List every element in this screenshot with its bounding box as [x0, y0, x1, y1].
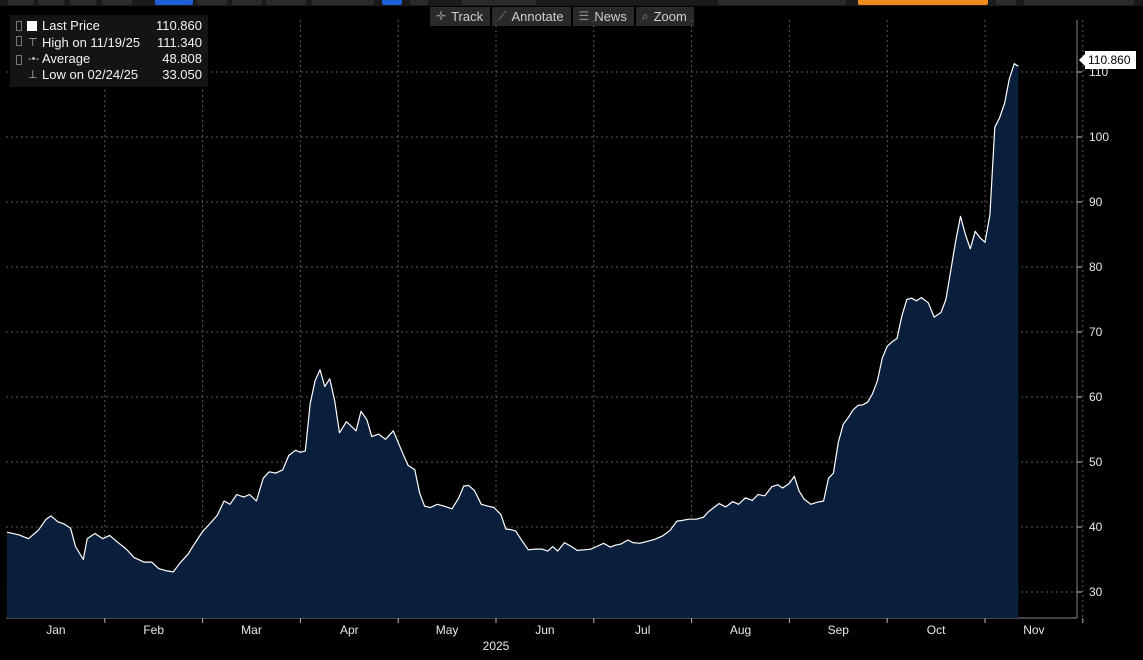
range-button-active[interactable] — [155, 0, 193, 5]
range-button[interactable] — [232, 0, 262, 5]
news-icon: ☰ — [578, 9, 590, 23]
last-price-value: 110.860 — [155, 18, 202, 33]
edit-chart-button[interactable] — [1024, 0, 1134, 5]
y-tick-label: 70 — [1089, 325, 1103, 339]
related-data-dropdown[interactable] — [718, 0, 846, 5]
chart-toolbar: ✛ Track ⟋ Annotate ☰ News ⌕ Zoom — [430, 7, 694, 26]
crosshair-icon: ✛ — [436, 9, 447, 23]
y-tick-label: 50 — [1089, 455, 1103, 469]
high-marker-icon: ⊤ — [28, 37, 38, 49]
range-button[interactable] — [38, 0, 64, 5]
y-tick-label: 30 — [1089, 585, 1103, 599]
last-price-tag: 110.860 — [1079, 51, 1136, 69]
top-function-bar — [0, 0, 1143, 6]
range-button[interactable] — [70, 0, 96, 5]
low-value: 33.050 — [162, 67, 202, 82]
legend-row-average[interactable]: -•- Average 48.808 — [10, 51, 208, 67]
x-tick-label: Jul — [635, 623, 650, 637]
expand-legend-icon[interactable] — [16, 36, 22, 46]
annotate-label: Annotate — [511, 9, 564, 24]
frequency-dropdown[interactable] — [312, 0, 374, 5]
x-tick-label: Feb — [143, 623, 164, 637]
y-tick-label: 40 — [1089, 520, 1103, 534]
low-marker-icon: ⊥ — [28, 69, 38, 81]
table-dropdown[interactable] — [462, 0, 536, 5]
y-tick-label: 90 — [1089, 195, 1103, 209]
zoom-button[interactable]: ⌕ Zoom — [635, 7, 694, 26]
low-label: Low on 02/24/25 — [42, 67, 139, 82]
settings-button[interactable] — [996, 0, 1016, 5]
price-area — [7, 63, 1019, 619]
chart-type-button[interactable] — [382, 0, 402, 5]
range-button[interactable] — [266, 0, 306, 5]
average-label: Average — [42, 51, 91, 66]
average-value: 48.808 — [162, 51, 202, 66]
square-swatch-icon — [27, 21, 37, 31]
x-tick-label: May — [436, 623, 459, 637]
legend-row-high[interactable]: ⊤ High on 11/19/25 111.340 — [10, 35, 208, 51]
x-tick-label: Sep — [828, 623, 850, 637]
x-tick-label: Oct — [927, 623, 946, 637]
y-tick-label: 80 — [1089, 260, 1103, 274]
last-price-label: Last Price — [42, 18, 100, 33]
range-button[interactable] — [8, 0, 34, 5]
y-tick-label: 100 — [1089, 130, 1109, 144]
x-tick-label: Nov — [1023, 623, 1044, 637]
news-label: News — [594, 9, 627, 24]
collapse-legend-icon[interactable] — [16, 21, 22, 31]
x-tick-label: Jun — [535, 623, 554, 637]
zoom-label: Zoom — [653, 9, 687, 24]
year-label: 2025 — [483, 639, 510, 653]
add-data-input[interactable] — [858, 0, 988, 5]
magnifier-icon: ⌕ — [641, 9, 649, 23]
news-button[interactable]: ☰ News — [572, 7, 634, 26]
y-tick-label: 60 — [1089, 390, 1103, 404]
x-tick-label: Jan — [46, 623, 65, 637]
x-tick-label: Apr — [340, 623, 359, 637]
high-label: High on 11/19/25 — [42, 35, 141, 50]
annotate-button[interactable]: ⟋ Annotate — [492, 7, 571, 26]
legend-row-last-price[interactable]: Last Price 110.860 — [10, 18, 208, 34]
track-button[interactable]: ✛ Track — [430, 7, 491, 26]
legend-row-low[interactable]: ⊥ Low on 02/24/25 33.050 — [10, 67, 208, 83]
price-line — [6, 63, 1019, 573]
chart-legend: Last Price 110.860 ⊤ High on 11/19/25 11… — [10, 15, 208, 87]
average-marker-icon: -•- — [28, 53, 40, 65]
high-value: 111.340 — [156, 35, 202, 50]
legend-options-icon[interactable] — [16, 55, 22, 65]
track-label: Track — [451, 9, 484, 24]
pencil-icon: ⟋ — [498, 9, 507, 23]
x-tick-label: Aug — [730, 623, 751, 637]
range-button[interactable] — [102, 0, 132, 5]
range-button[interactable] — [197, 0, 227, 5]
x-tick-label: Mar — [241, 623, 262, 637]
chart-option-button[interactable] — [410, 0, 428, 5]
